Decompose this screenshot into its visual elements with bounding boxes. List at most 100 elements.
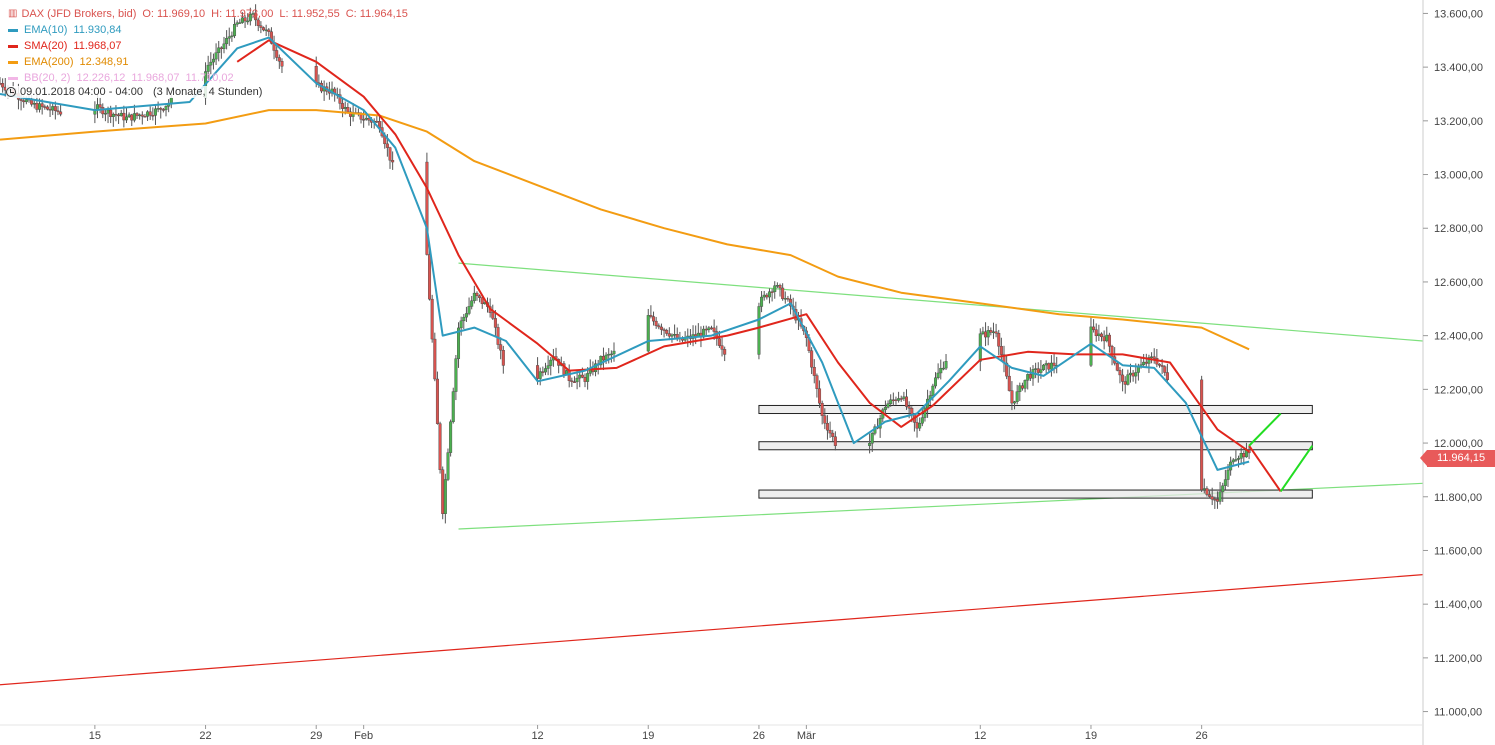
candle-body xyxy=(127,114,131,118)
candle-body xyxy=(659,326,663,330)
candle-body xyxy=(243,17,247,22)
candle-body xyxy=(775,284,779,287)
candle-body xyxy=(1131,372,1135,377)
candle-body xyxy=(762,294,766,298)
candle-body xyxy=(1039,369,1043,373)
candle-body xyxy=(778,284,782,289)
y-tick-label: 12.400,00 xyxy=(1434,331,1483,343)
candle-body xyxy=(211,58,215,63)
bb-label: BB(20, 2) xyxy=(24,72,71,84)
candle-body xyxy=(770,291,774,293)
candle-body xyxy=(214,52,218,60)
candle-body xyxy=(1102,336,1106,342)
candle-body xyxy=(1231,459,1235,463)
candle-body xyxy=(828,429,832,434)
candle-body xyxy=(435,378,439,424)
legend-ema200[interactable]: EMA(200) 12.348,91 xyxy=(8,54,408,70)
candle-body xyxy=(818,388,822,404)
y-tick-label: 13.200,00 xyxy=(1434,116,1483,128)
candle-body xyxy=(1036,368,1040,373)
y-axis: 11.000,00 11.200,00 11.400,00 11.600,00 11.8… xyxy=(1422,0,1483,745)
candle-body xyxy=(1136,366,1140,373)
candle-body xyxy=(238,22,242,24)
candle-body xyxy=(905,396,909,407)
candle-body xyxy=(1242,453,1246,458)
candle-body xyxy=(997,332,1001,347)
candle-body xyxy=(59,111,63,115)
y-tick-label: 12.800,00 xyxy=(1434,223,1483,235)
x-tick-label: 12 xyxy=(531,730,543,742)
legend-bb[interactable]: BB(20, 2) 12.226,12 11.968,07 11.710,02 xyxy=(8,70,408,86)
candle-body xyxy=(462,316,466,322)
candle-body xyxy=(148,111,152,116)
candle-body xyxy=(1089,326,1093,366)
candle-body xyxy=(343,107,347,109)
candle-body xyxy=(433,338,437,380)
candle-body xyxy=(1234,459,1238,461)
candle-body xyxy=(662,329,666,331)
candle-body xyxy=(1052,362,1056,366)
candle-body xyxy=(580,374,584,378)
candle-body xyxy=(704,328,708,331)
candle-body xyxy=(1123,381,1127,385)
candle-body xyxy=(362,119,366,121)
candle-body xyxy=(122,112,126,121)
y-tick-label: 12.200,00 xyxy=(1434,384,1483,396)
candle-body xyxy=(760,296,764,307)
candle-body xyxy=(346,107,350,113)
candle-body xyxy=(1105,334,1109,342)
candle-body xyxy=(101,107,105,115)
candle-body xyxy=(451,391,455,422)
candle-body xyxy=(767,291,771,298)
y-tick-label: 13.400,00 xyxy=(1434,62,1483,74)
candle-body xyxy=(667,333,671,337)
candle-body xyxy=(1013,401,1017,404)
candle-body xyxy=(254,13,258,21)
candle-body xyxy=(1221,485,1225,493)
y-tick-label: 11.600,00 xyxy=(1434,545,1482,557)
candle-body xyxy=(994,331,998,334)
candle-body xyxy=(1118,370,1122,376)
x-tick-label: 22 xyxy=(199,730,211,742)
candle-body xyxy=(457,327,461,359)
candle-body xyxy=(430,298,434,340)
candle-body xyxy=(472,292,476,301)
candle-body xyxy=(810,350,814,368)
candle-body xyxy=(1157,363,1161,366)
candle-body xyxy=(491,312,495,319)
ema200-swatch xyxy=(8,60,18,64)
period-info[interactable]: 09.01.2018 04:00 - 04:00 (3 Monate, 4 St… xyxy=(6,86,263,98)
clock-icon xyxy=(6,87,16,97)
candle-body xyxy=(1134,372,1138,377)
candle-body xyxy=(1094,329,1098,337)
x-tick-label: 29 xyxy=(310,730,322,742)
candle-body xyxy=(1223,479,1227,486)
candle-body xyxy=(130,114,134,121)
indicator-lines xyxy=(0,36,1250,471)
candle-body xyxy=(915,422,919,429)
candle-body xyxy=(56,110,60,113)
candle-body xyxy=(1213,499,1217,501)
candle-body xyxy=(773,285,777,292)
candle-body xyxy=(941,367,945,370)
candle-body xyxy=(1147,357,1151,364)
projection-arrow xyxy=(1279,445,1314,492)
candle-body xyxy=(920,417,924,424)
candle-body xyxy=(1047,363,1051,370)
candle-body xyxy=(1005,362,1009,377)
candle-body xyxy=(32,102,36,105)
candle-body xyxy=(38,103,42,110)
candle-body xyxy=(138,114,142,117)
candle-body xyxy=(1,83,5,88)
legend-sma20[interactable]: SMA(20) 11.968,07 xyxy=(8,38,408,54)
legend-ema10[interactable]: EMA(10) 11.930,84 xyxy=(8,22,408,38)
candle-body xyxy=(899,398,903,400)
candle-body xyxy=(1226,469,1230,480)
candle-body xyxy=(891,399,895,401)
candle-body xyxy=(248,13,252,22)
candle-body xyxy=(493,318,497,328)
x-tick-label: Mär xyxy=(797,730,816,742)
candle-body xyxy=(986,330,990,338)
candle-body xyxy=(549,359,553,366)
